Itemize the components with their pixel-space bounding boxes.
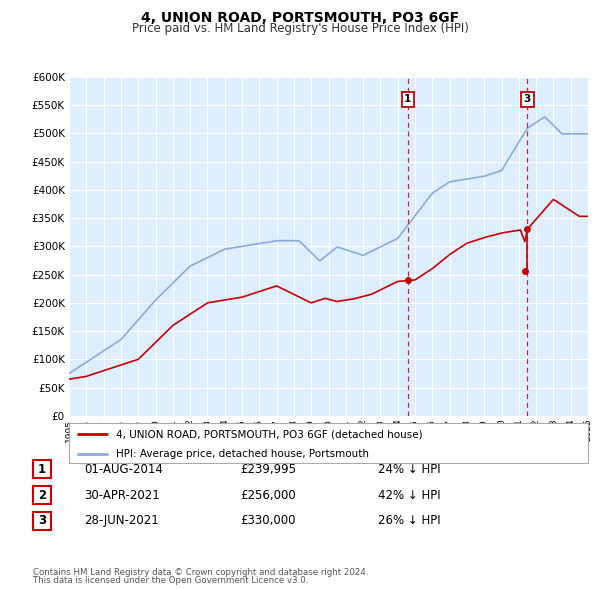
Text: £256,000: £256,000 xyxy=(240,489,296,502)
Text: £239,995: £239,995 xyxy=(240,463,296,476)
Text: 3: 3 xyxy=(524,94,531,104)
Text: HPI: Average price, detached house, Portsmouth: HPI: Average price, detached house, Port… xyxy=(116,450,369,460)
Text: 30-APR-2021: 30-APR-2021 xyxy=(84,489,160,502)
Text: 1: 1 xyxy=(38,463,46,476)
Text: 1: 1 xyxy=(404,94,412,104)
Text: 01-AUG-2014: 01-AUG-2014 xyxy=(84,463,163,476)
Text: Price paid vs. HM Land Registry's House Price Index (HPI): Price paid vs. HM Land Registry's House … xyxy=(131,22,469,35)
Text: 28-JUN-2021: 28-JUN-2021 xyxy=(84,514,159,527)
Text: £330,000: £330,000 xyxy=(240,514,296,527)
Text: 3: 3 xyxy=(38,514,46,527)
Text: 2: 2 xyxy=(38,489,46,502)
Text: This data is licensed under the Open Government Licence v3.0.: This data is licensed under the Open Gov… xyxy=(33,576,308,585)
Text: 4, UNION ROAD, PORTSMOUTH, PO3 6GF (detached house): 4, UNION ROAD, PORTSMOUTH, PO3 6GF (deta… xyxy=(116,430,422,440)
Text: 42% ↓ HPI: 42% ↓ HPI xyxy=(378,489,440,502)
Text: Contains HM Land Registry data © Crown copyright and database right 2024.: Contains HM Land Registry data © Crown c… xyxy=(33,568,368,577)
Text: 4, UNION ROAD, PORTSMOUTH, PO3 6GF: 4, UNION ROAD, PORTSMOUTH, PO3 6GF xyxy=(141,11,459,25)
Text: 26% ↓ HPI: 26% ↓ HPI xyxy=(378,514,440,527)
Text: 24% ↓ HPI: 24% ↓ HPI xyxy=(378,463,440,476)
